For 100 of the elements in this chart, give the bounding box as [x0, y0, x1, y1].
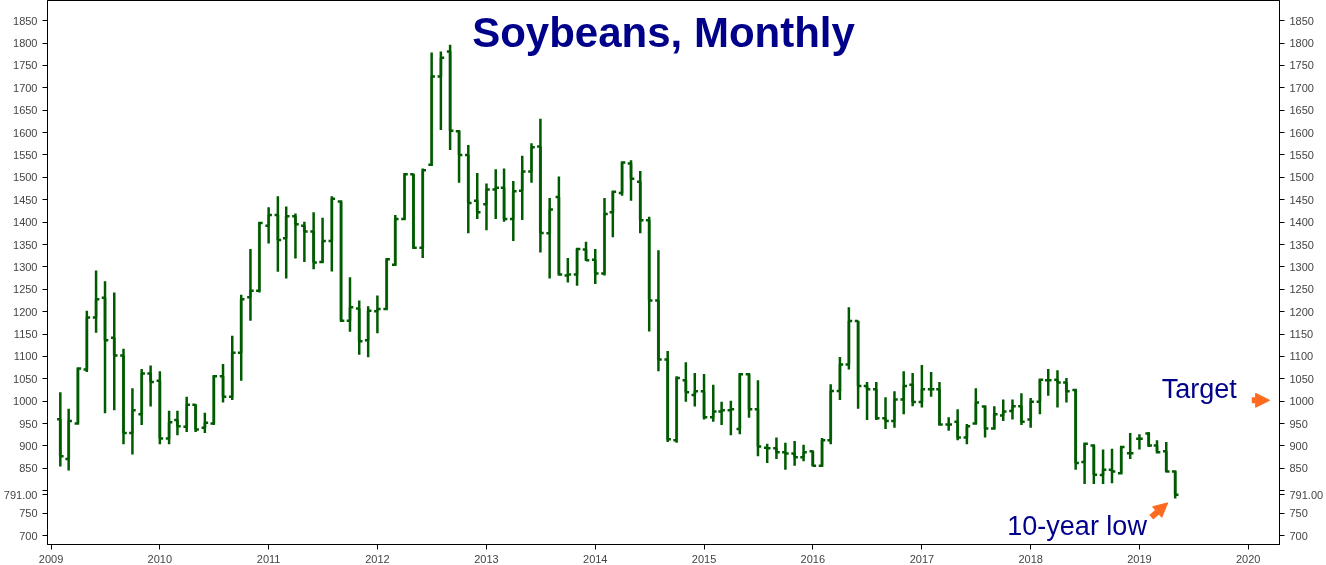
- candlestick: [1026, 396, 1036, 429]
- candlestick: [382, 256, 392, 311]
- y2-tick-label: 1600: [1289, 126, 1314, 139]
- candlestick: [880, 395, 891, 431]
- candlestick: [390, 213, 400, 267]
- y2-tick-label: 1150: [1289, 328, 1314, 341]
- candlestick: [436, 50, 446, 132]
- x-tick-label: 2018: [1018, 552, 1043, 565]
- candlestick: [363, 305, 373, 359]
- x-tick-label: 2010: [147, 552, 173, 565]
- candlestick: [318, 216, 328, 264]
- candlestick: [91, 269, 101, 334]
- y-tick-label: 1300: [13, 260, 38, 273]
- candlestick: [137, 367, 147, 427]
- x-tick-label: 2011: [256, 552, 281, 565]
- y2-tick-label: 950: [1289, 417, 1308, 430]
- candlestick: [327, 194, 337, 273]
- chart-title: Soybeans, Monthly: [472, 8, 856, 56]
- candlestick: [1080, 441, 1090, 486]
- y-tick-label: 1050: [13, 372, 38, 385]
- x-tick-label: 2015: [691, 552, 717, 565]
- x-tick-label: 2009: [38, 552, 64, 565]
- candlestick: [200, 411, 210, 435]
- candlestick: [209, 374, 219, 427]
- annotation: 10-year low: [1007, 511, 1148, 542]
- candlestick: [508, 179, 518, 243]
- y2-tick-label: 900: [1289, 440, 1308, 452]
- y-tick-label: 1550: [13, 148, 38, 161]
- candlestick: [164, 409, 174, 446]
- y2-tick-label: 1350: [1289, 238, 1314, 251]
- candlestick: [227, 334, 237, 402]
- candlestick: [617, 161, 627, 197]
- y-tick-label: 700: [19, 529, 38, 542]
- candlestick: [418, 167, 428, 260]
- candlestick: [545, 196, 555, 280]
- y-tick-label: 1200: [13, 305, 38, 318]
- candlestick: [1007, 398, 1018, 421]
- y2-tick-label: 1500: [1289, 171, 1314, 184]
- candlestick: [264, 206, 274, 245]
- y-tick-label: 1000: [13, 395, 38, 408]
- x-tick-label: 2012: [365, 552, 390, 565]
- candlestick: [1035, 378, 1045, 416]
- candlestick: [345, 275, 355, 334]
- y-tick-label: 950: [19, 417, 38, 430]
- candlestick: [917, 363, 927, 409]
- candlestick: [236, 293, 246, 382]
- candlestick: [889, 390, 899, 429]
- candlestick: [127, 386, 137, 456]
- candlestick: [817, 436, 827, 469]
- y2-tick-label: 1800: [1289, 37, 1314, 50]
- y2-tick-label: 1650: [1289, 104, 1314, 117]
- y-tick-label: 1400: [13, 216, 38, 229]
- candlestick: [735, 372, 745, 436]
- x-tick-label: 2014: [583, 552, 608, 565]
- y2-tick-label: 1450: [1289, 193, 1314, 206]
- y-tick-label: 750: [19, 507, 38, 520]
- candlestick: [844, 305, 854, 371]
- candlestick: [572, 247, 582, 287]
- candlestick: [599, 196, 610, 277]
- candlestick: [672, 374, 682, 445]
- y-tick-label: 1750: [13, 59, 38, 72]
- y2-tick-label: 1700: [1289, 81, 1314, 94]
- y-tick-label: 1700: [13, 81, 38, 94]
- candlestick: [427, 51, 437, 167]
- y-tick-label: 1850: [13, 14, 38, 27]
- y2-tick-label: 1200: [1289, 305, 1314, 318]
- x-tick-label: 2016: [800, 552, 826, 565]
- x-tick-label: 2020: [1235, 552, 1261, 565]
- y2-tick-label: 850: [1289, 462, 1308, 475]
- candlestick: [73, 367, 83, 426]
- candlestick: [989, 404, 999, 431]
- y2-tick-label: 1550: [1289, 148, 1314, 161]
- candlestick: [182, 395, 192, 434]
- y2-tick-label: 700: [1289, 529, 1308, 542]
- candlestick: [118, 347, 129, 446]
- y2-tick-label: 1400: [1289, 216, 1314, 229]
- y-tick-label: 1600: [13, 126, 38, 139]
- candlestick: [481, 182, 492, 232]
- y2-tick-label: 1750: [1289, 59, 1314, 72]
- x-tick-label: 2019: [1127, 552, 1152, 565]
- y-tick-label: 1500: [13, 171, 38, 184]
- y-tick-label: 1350: [13, 238, 38, 251]
- y2-tick-label: 791.00: [1289, 488, 1324, 501]
- y2-tick-label: 1850: [1289, 14, 1314, 27]
- candlestick: [82, 309, 92, 374]
- y2-tick-label: 1000: [1289, 395, 1314, 408]
- y-tick-label: 1150: [13, 328, 38, 341]
- y-tick-label: 791.00: [3, 488, 38, 501]
- x-tick-label: 2017: [909, 552, 935, 565]
- candlestick: [526, 142, 537, 184]
- y-tick-label: 1250: [13, 283, 38, 296]
- y-tick-label: 1100: [13, 350, 38, 363]
- candlestick: [608, 189, 618, 239]
- candlestick: [826, 382, 836, 446]
- candlestick: [1098, 448, 1108, 486]
- y2-tick-label: 1050: [1289, 372, 1314, 385]
- candlestick: [899, 369, 909, 416]
- candlestick: [1052, 369, 1063, 409]
- candlestick: [281, 205, 291, 280]
- y-tick-label: 850: [19, 462, 38, 475]
